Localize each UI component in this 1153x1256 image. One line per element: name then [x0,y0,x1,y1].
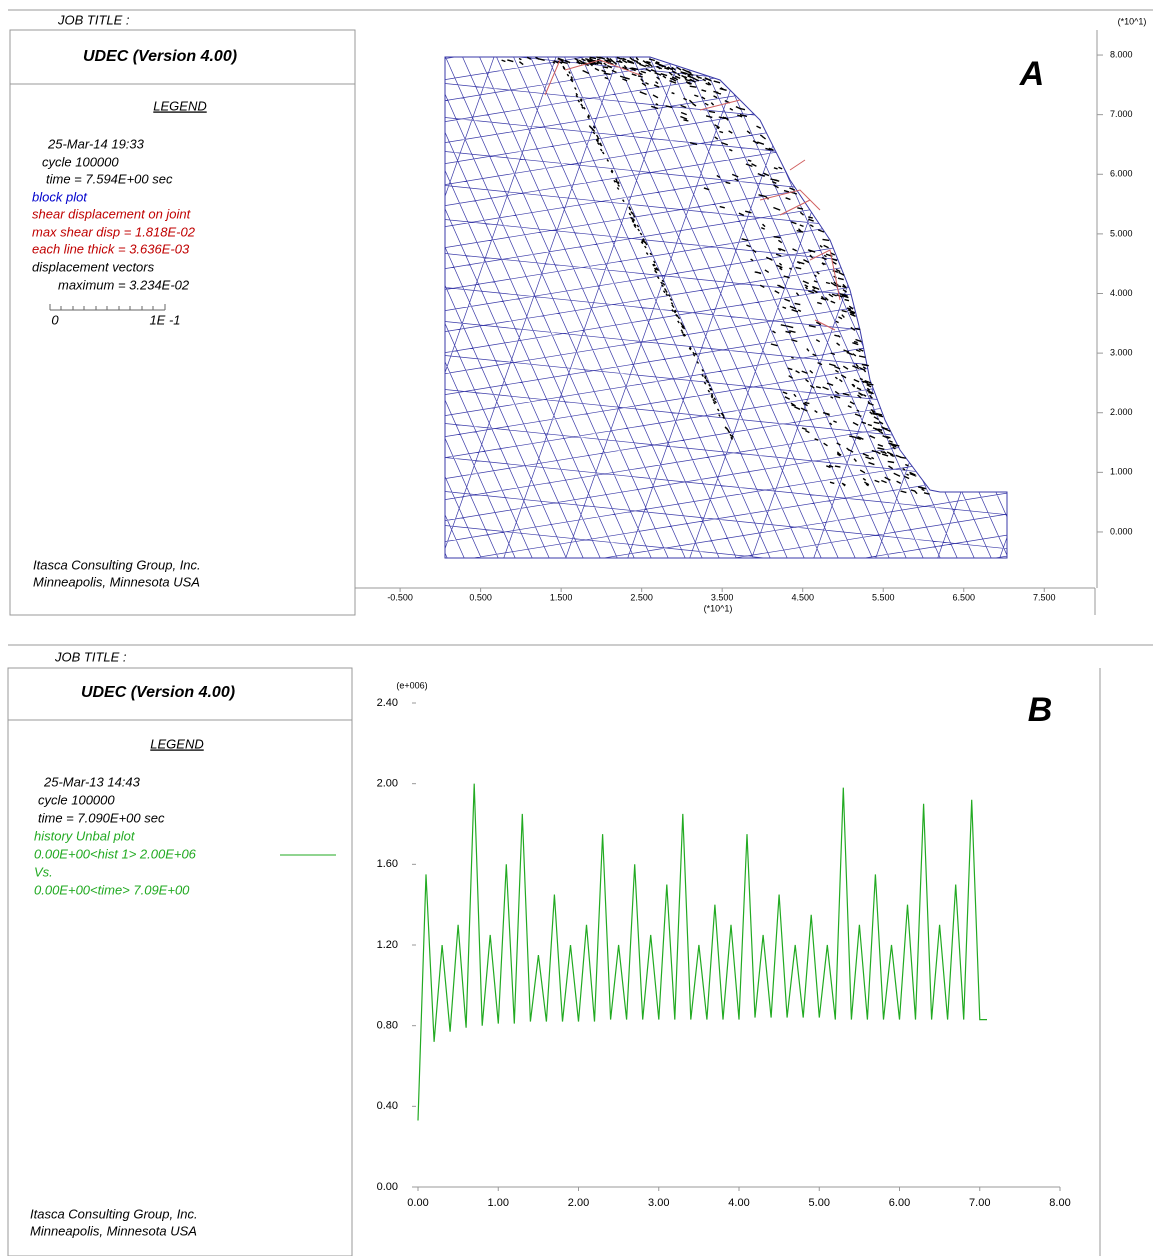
x-tick-label: 2.500 [630,592,653,602]
legend-line: history Unbal plot [34,828,136,843]
legend-line: 0.00E+00<hist 1> 2.00E+06 [34,846,197,861]
x-tick-label: 1.00 [488,1197,509,1209]
legend-title: LEGEND [150,736,203,751]
header: UDEC (Version 4.00) [81,684,235,701]
y-tick-label: 1.20 [377,939,398,951]
legend-line: shear displacement on joint [32,206,192,221]
mesh [445,57,1007,558]
y-tick-label: 8.000 [1110,49,1133,59]
y-tick-label: 0.00 [377,1181,398,1193]
y-tick-label: 3.000 [1110,347,1133,357]
x-axis-label: (*10^1) [704,603,733,613]
legend-line: displacement vectors [32,259,155,274]
plot-label: B [1028,691,1053,729]
x-tick-label: 6.00 [889,1197,910,1209]
legend-line: 25-Mar-13 14:43 [43,774,141,789]
x-tick-label: 4.00 [728,1197,749,1209]
y-tick-label: 1.000 [1110,467,1133,477]
x-tick-label: 0.00 [407,1197,428,1209]
footer: Itasca Consulting Group, Inc. [30,1206,198,1221]
legend-line: block plot [32,189,88,204]
y-tick-label: 5.000 [1110,228,1133,238]
legend-line: max shear disp = 1.818E-02 [32,224,196,239]
y-tick-label: 1.60 [377,858,398,870]
footer: Minneapolis, Minnesota USA [33,574,200,589]
panel-a: JOB TITLE : UDEC (Version 4.00) LEGEND I… [8,9,1153,616]
x-tick-label: 2.00 [568,1197,589,1209]
legend-line: time = 7.090E+00 sec [38,810,165,825]
x-tick-label: 7.00 [969,1197,990,1209]
scale-label: 0 [51,312,59,327]
x-tick-label: 3.500 [711,592,734,602]
x-tick-label: 5.500 [872,592,895,602]
job-title: JOB TITLE : [54,649,127,664]
legend-line: time = 7.594E+00 sec [46,171,173,186]
x-tick-label: -0.500 [387,592,413,602]
y-tick-label: 6.000 [1110,169,1133,179]
y-tick-label: 0.000 [1110,526,1133,536]
legend-title: LEGEND [153,98,206,113]
header: UDEC (Version 4.00) [83,48,237,65]
model-outline [444,56,1008,559]
displacement-vectors [501,56,930,495]
y-tick-label: 2.00 [377,778,398,790]
vector-set [501,56,930,495]
legend-line: 25-Mar-14 19:33 [47,136,145,151]
y-tick-label: 2.40 [377,697,398,709]
shear-set [544,59,841,331]
y-axis-label: (*10^1) [1118,16,1147,26]
scale-label: 1E -1 [149,312,180,327]
legend-line: maximum = 3.234E-02 [58,277,190,292]
y-tick-label: 7.000 [1110,109,1133,119]
job-title: JOB TITLE : [57,12,130,27]
legend-line: each line thick = 3.636E-03 [32,241,190,256]
history-line [417,783,987,1121]
y-tick-label: 4.000 [1110,288,1133,298]
legend-line: cycle 100000 [38,792,115,807]
x-tick-label: 0.500 [469,592,492,602]
y-tick-label: 0.40 [377,1100,398,1112]
legend-line: cycle 100000 [42,154,119,169]
panel-b: JOB TITLE : UDEC (Version 4.00) LEGEND I… [7,644,1153,1256]
x-tick-label: 1.500 [550,592,573,602]
legend-line: Vs. [34,864,53,879]
legend-line: 0.00E+00<time> 7.09E+00 [34,882,190,897]
scale-bar [49,304,166,311]
x-tick-label: 4.500 [791,592,814,602]
x-tick-label: 6.500 [952,592,975,602]
x-tick-label: 7.500 [1033,592,1056,602]
footer: Itasca Consulting Group, Inc. [33,557,201,572]
y-tick-label: 0.80 [377,1020,398,1032]
y-axis-label: (e+006) [396,680,427,690]
legend-box [9,29,356,616]
plot-label: A [1019,55,1045,93]
legend-box [7,667,353,1256]
x-tick-label: 8.00 [1049,1197,1070,1209]
x-tick-label: 3.00 [648,1197,669,1209]
x-tick-label: 5.00 [809,1197,830,1209]
joint-set [445,57,1007,558]
y-tick-label: 2.000 [1110,407,1133,417]
footer: Minneapolis, Minnesota USA [30,1223,197,1238]
